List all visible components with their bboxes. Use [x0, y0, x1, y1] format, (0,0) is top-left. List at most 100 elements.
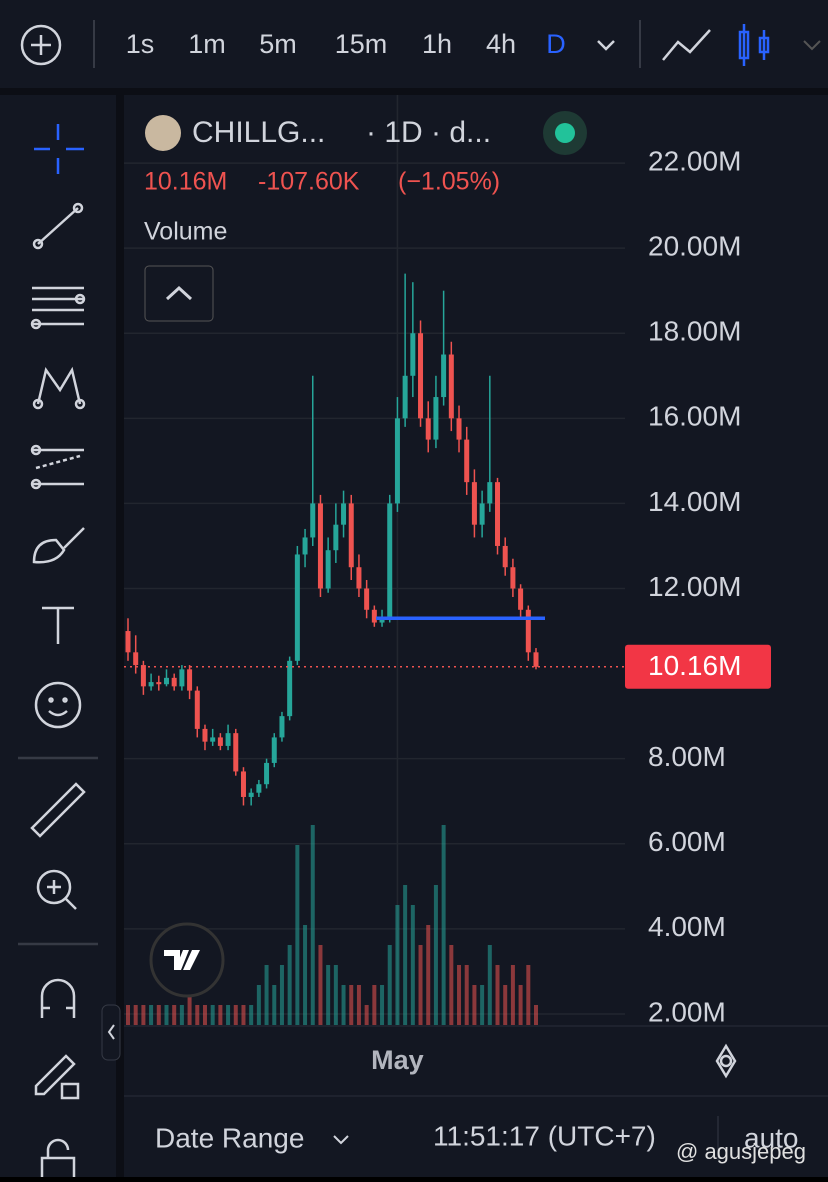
- candle-body: [248, 792, 254, 797]
- volume-bar: [534, 1005, 538, 1025]
- candle-body: [379, 618, 385, 623]
- candle-body: [187, 669, 193, 691]
- collapse-legend[interactable]: [144, 265, 214, 322]
- interval[interactable]: 5m: [259, 29, 297, 59]
- x-tick-label: May: [371, 1045, 424, 1075]
- candle-body: [179, 669, 185, 687]
- volume-bar: [372, 985, 377, 1025]
- volume-bar: [503, 985, 508, 1025]
- candle-body: [240, 771, 246, 797]
- interval[interactable]: 1h: [422, 29, 452, 59]
- symbol-logo: [145, 115, 181, 151]
- interval[interactable]: D: [546, 29, 566, 59]
- volume-bar: [487, 945, 492, 1025]
- date-range-arrow: [333, 1135, 349, 1145]
- candle-body: [510, 567, 516, 589]
- volume-bar: [464, 965, 469, 1025]
- drawing-tools: [18, 124, 98, 1182]
- fib-tool[interactable]: [30, 286, 86, 330]
- candle-body: [125, 631, 131, 653]
- candle-body: [364, 588, 370, 610]
- candle-body: [294, 554, 300, 661]
- volume-bar: [287, 945, 292, 1025]
- candle-body: [148, 682, 154, 687]
- clock[interactable]: 11:51:17 (UTC+7): [433, 1120, 656, 1151]
- volume-bar: [403, 885, 408, 1025]
- candle-body: [487, 482, 493, 504]
- volume-bar: [164, 1005, 169, 1025]
- volume-bar: [510, 965, 515, 1025]
- volume-bar: [457, 965, 462, 1025]
- interval[interactable]: 15m: [335, 29, 388, 59]
- candle-body: [171, 677, 177, 687]
- candle-body: [533, 652, 539, 667]
- zoom-tool[interactable]: [36, 869, 77, 910]
- volume-bar: [210, 1005, 215, 1025]
- volume-bar: [303, 925, 308, 1025]
- candle-body: [217, 737, 223, 746]
- volume-bar: [418, 945, 423, 1025]
- scale-mode[interactable]: auto: [744, 1122, 799, 1153]
- interval[interactable]: 4h: [486, 29, 516, 59]
- volume-bar: [187, 985, 192, 1025]
- crosshair-tool[interactable]: [34, 124, 84, 174]
- volume-bar: [341, 985, 346, 1025]
- lock-draw-tool[interactable]: [34, 1054, 80, 1100]
- volume-bar: [295, 845, 300, 1025]
- volume-bar: [172, 1005, 177, 1025]
- candle-chart-icon[interactable]: [738, 24, 770, 66]
- candle-body: [194, 690, 200, 729]
- volume-bar: [264, 965, 269, 1025]
- candle-body: [418, 333, 424, 419]
- trend-line-tool[interactable]: [32, 202, 84, 250]
- candle-body: [287, 660, 293, 717]
- symbol[interactable]: CHILLG...: [192, 116, 325, 149]
- lock-tool[interactable]: [40, 1138, 76, 1182]
- interval[interactable]: 1m: [188, 29, 226, 59]
- collapse-arrow: [107, 1024, 115, 1040]
- volume-bar: [310, 825, 315, 1025]
- y-tick-label: 18.00M: [648, 316, 741, 347]
- volume-bar: [426, 925, 431, 1025]
- add-button[interactable]: [20, 24, 62, 66]
- volume-bar: [433, 885, 438, 1025]
- candle-body: [271, 737, 277, 763]
- interval-info: · 1D · d...: [366, 116, 491, 149]
- y-tick-label: 20.00M: [648, 231, 741, 262]
- settings-button[interactable]: [715, 1043, 737, 1079]
- candle-body: [448, 354, 454, 419]
- interval-dropdown[interactable]: [597, 40, 615, 51]
- volume-bar: [518, 985, 523, 1025]
- volume-bar: [226, 1005, 231, 1025]
- candle-body: [479, 503, 485, 525]
- volume-bar: [149, 1005, 154, 1025]
- text-tool[interactable]: [42, 606, 74, 644]
- forecast-tool[interactable]: [30, 444, 84, 490]
- candle-body: [495, 482, 501, 546]
- y-tick-label: 16.00M: [648, 401, 741, 432]
- y-tick-label: 12.00M: [648, 571, 741, 602]
- tv-logo-mark: [164, 950, 200, 970]
- date-range[interactable]: Date Range: [155, 1122, 304, 1153]
- chart-type-dropdown[interactable]: [803, 40, 821, 51]
- line-chart-icon[interactable]: [662, 29, 711, 61]
- y-tick-label: 22.00M: [648, 145, 741, 176]
- magnet-tool[interactable]: [40, 978, 76, 1018]
- volume-bar: [326, 965, 331, 1025]
- ruler-tool[interactable]: [30, 782, 86, 838]
- emoji-tool[interactable]: [34, 681, 82, 729]
- volume-bar: [179, 1005, 184, 1025]
- pattern-tool[interactable]: [32, 366, 86, 410]
- y-tick-label: 2.00M: [648, 996, 726, 1027]
- volume-bar: [441, 825, 446, 1025]
- volume-bar: [141, 1005, 146, 1025]
- collapse-toolbar[interactable]: [101, 1004, 121, 1061]
- volume-bar: [195, 1005, 200, 1025]
- candle-body: [325, 550, 331, 589]
- y-tick-label: 4.00M: [648, 911, 726, 942]
- brush-tool[interactable]: [32, 527, 85, 564]
- interval[interactable]: 1s: [126, 29, 155, 59]
- candle-body: [433, 397, 439, 440]
- candle-body: [210, 737, 216, 742]
- watermark: @ agusjepeg: [676, 1139, 806, 1164]
